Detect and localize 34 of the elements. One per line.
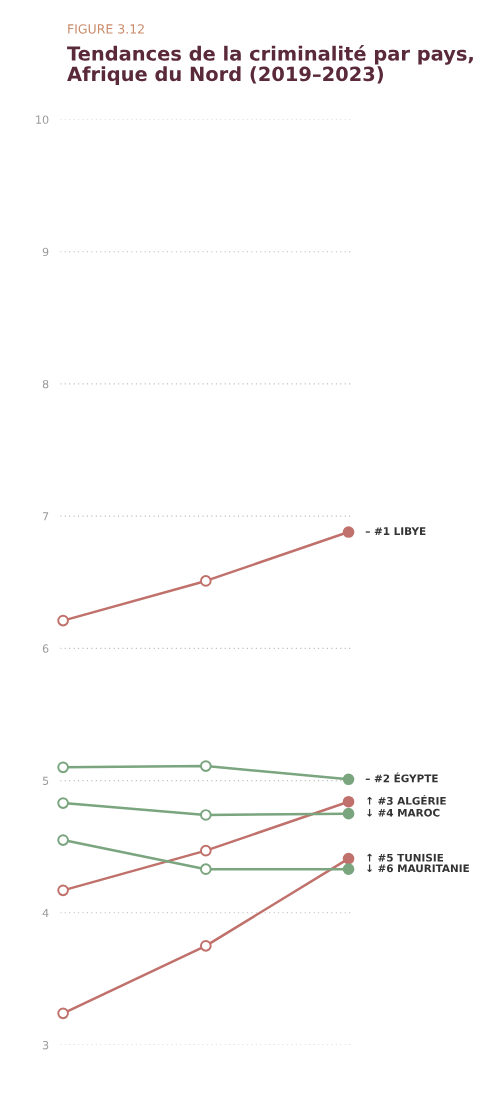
y-tick-label: 3	[42, 1041, 49, 1050]
y-tick-label: 6	[42, 644, 49, 653]
point	[199, 575, 212, 587]
point	[342, 526, 355, 538]
point	[57, 1007, 69, 1020]
series-label: ↑ #3 ALGÉRIE	[367, 794, 446, 805]
series-label: – #2 ÉGYPTE	[365, 772, 438, 783]
point	[342, 795, 355, 808]
point	[57, 797, 69, 809]
series-label: – #1 LIBYE	[365, 527, 426, 535]
point	[199, 844, 212, 857]
y-tick-label: 8	[42, 379, 49, 389]
point	[342, 773, 355, 786]
point	[57, 834, 69, 846]
y-tick-label: 4	[42, 908, 49, 918]
point	[199, 940, 212, 952]
series-label: ↑ #5 TUNISIE	[367, 853, 444, 862]
point	[57, 614, 69, 627]
point	[342, 807, 355, 820]
chart-subtitle: FIGURE 3.12	[68, 24, 144, 34]
series-label: ↓ #6 MAURITANIE	[367, 864, 469, 873]
series-label: ↓ #4 MAROC	[367, 808, 440, 817]
chart-title: Tendances de la criminalité par pays, Afrique du Nord (2019–2023)	[67, 45, 473, 86]
y-tick-label: 7	[42, 512, 49, 521]
y-tick-label: 5	[42, 776, 49, 785]
y-tick-label: 9	[42, 247, 49, 257]
point	[57, 761, 69, 774]
point	[57, 884, 69, 897]
point	[199, 809, 212, 821]
point	[342, 863, 355, 876]
point	[199, 863, 212, 876]
point	[342, 852, 355, 865]
y-tick-label: 10	[36, 115, 49, 124]
point	[199, 760, 212, 772]
